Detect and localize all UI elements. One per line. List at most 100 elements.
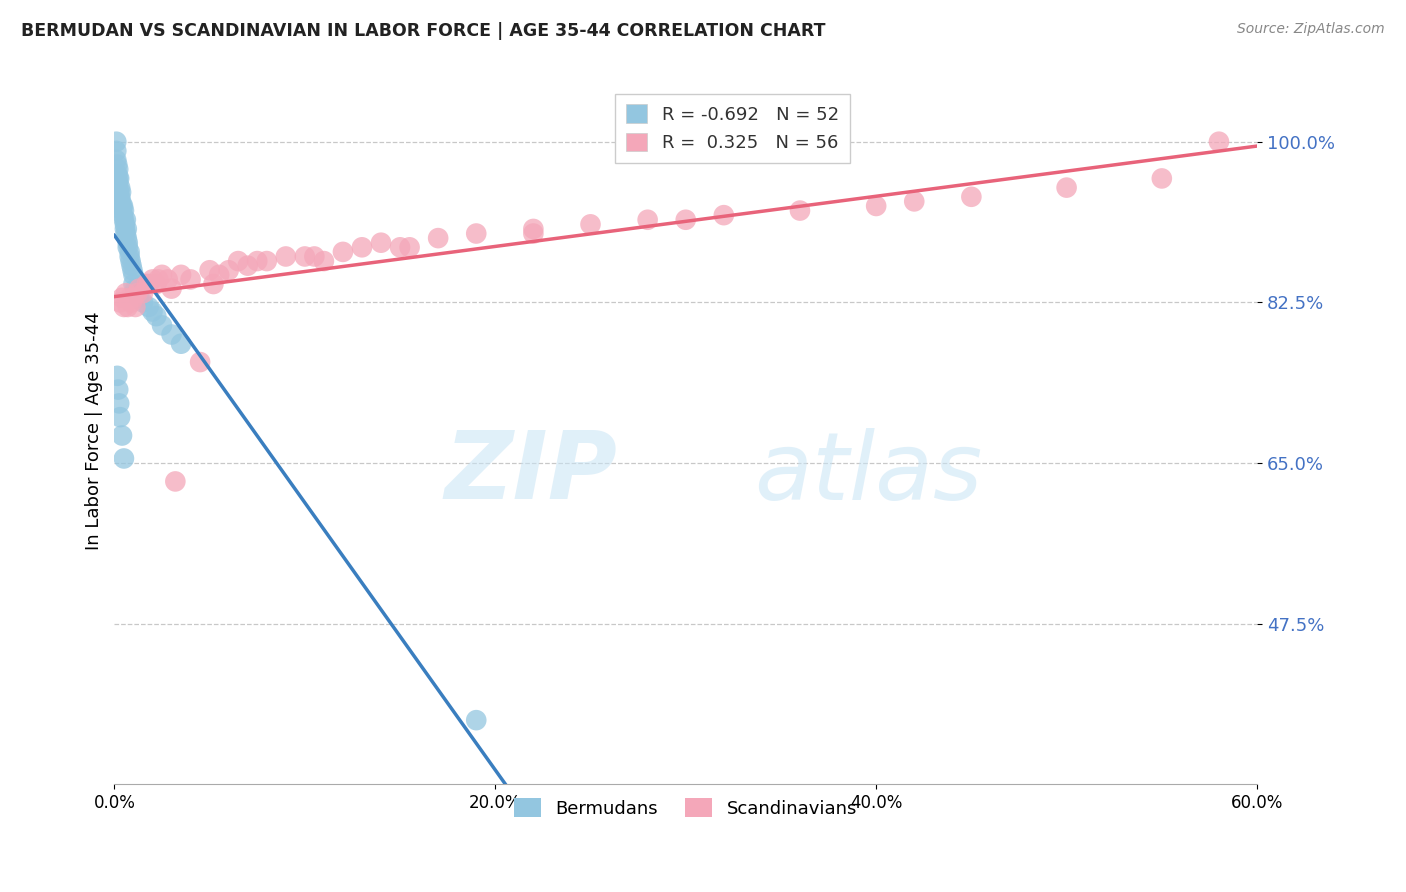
Point <box>160 327 183 342</box>
Point <box>107 171 129 186</box>
Point <box>202 277 225 291</box>
Point <box>114 218 136 232</box>
Point <box>304 250 326 264</box>
Point <box>1208 135 1230 149</box>
Point <box>108 410 131 425</box>
Point <box>110 194 132 209</box>
Point <box>312 254 335 268</box>
Point <box>111 199 134 213</box>
Point <box>141 304 163 318</box>
Point <box>198 263 221 277</box>
Point <box>148 272 170 286</box>
Point <box>132 286 155 301</box>
Point <box>522 227 544 241</box>
Point <box>107 162 129 177</box>
Point <box>105 144 128 158</box>
Point <box>117 240 139 254</box>
Point <box>350 240 373 254</box>
Point <box>110 185 132 199</box>
Point <box>522 222 544 236</box>
Point <box>118 250 141 264</box>
Point <box>145 277 167 291</box>
Point <box>111 199 134 213</box>
Point <box>115 231 138 245</box>
Point <box>115 286 138 301</box>
Point <box>138 277 160 291</box>
Point <box>115 222 138 236</box>
Point <box>165 475 187 489</box>
Point <box>105 158 128 172</box>
Point <box>127 286 149 301</box>
Point <box>122 277 145 291</box>
Point <box>150 268 173 282</box>
Point <box>903 194 925 209</box>
Point <box>188 355 211 369</box>
Point <box>180 272 202 286</box>
Point <box>274 250 297 264</box>
Point <box>105 167 128 181</box>
Point <box>111 203 134 218</box>
Point <box>108 190 131 204</box>
Point <box>675 212 697 227</box>
Point <box>294 250 316 264</box>
Point <box>1056 180 1078 194</box>
Point <box>960 190 983 204</box>
Point <box>389 240 412 254</box>
Point <box>465 227 488 241</box>
Point <box>160 282 183 296</box>
Point <box>637 212 659 227</box>
Point <box>122 291 145 305</box>
Point <box>105 135 128 149</box>
Point <box>111 208 134 222</box>
Point <box>128 282 150 296</box>
Point <box>141 272 163 286</box>
Point <box>226 254 249 268</box>
Point <box>465 713 488 727</box>
Point <box>132 295 155 310</box>
Point <box>122 268 145 282</box>
Point <box>121 295 143 310</box>
Text: atlas: atlas <box>754 428 983 519</box>
Point <box>112 212 135 227</box>
Point <box>246 254 269 268</box>
Point <box>579 218 602 232</box>
Point <box>121 263 143 277</box>
Point <box>108 185 131 199</box>
Point <box>121 259 143 273</box>
Point <box>105 368 128 383</box>
Point <box>117 300 139 314</box>
Y-axis label: In Labor Force | Age 35-44: In Labor Force | Age 35-44 <box>86 311 103 550</box>
Point <box>108 295 131 310</box>
Point <box>156 272 179 286</box>
Point <box>398 240 420 254</box>
Point <box>236 259 259 273</box>
Point <box>124 300 146 314</box>
Point <box>108 396 131 410</box>
Point <box>120 254 142 268</box>
Point <box>114 222 136 236</box>
Point <box>117 235 139 250</box>
Text: Source: ZipAtlas.com: Source: ZipAtlas.com <box>1237 22 1385 37</box>
Point <box>115 227 138 241</box>
Text: ZIP: ZIP <box>444 427 617 519</box>
Point <box>713 208 735 222</box>
Point <box>111 428 134 442</box>
Point <box>427 231 450 245</box>
Point <box>218 263 240 277</box>
Point <box>108 180 131 194</box>
Point <box>1150 171 1173 186</box>
Point <box>256 254 278 268</box>
Point <box>124 282 146 296</box>
Legend: Bermudans, Scandinavians: Bermudans, Scandinavians <box>508 791 865 825</box>
Point <box>370 235 392 250</box>
Point <box>112 300 135 314</box>
Point <box>150 318 173 333</box>
Point <box>138 300 160 314</box>
Point <box>115 212 138 227</box>
Point <box>111 291 134 305</box>
Point <box>127 286 149 301</box>
Point <box>108 171 131 186</box>
Text: BERMUDAN VS SCANDINAVIAN IN LABOR FORCE | AGE 35-44 CORRELATION CHART: BERMUDAN VS SCANDINAVIAN IN LABOR FORCE … <box>21 22 825 40</box>
Point <box>105 153 128 167</box>
Point <box>112 203 135 218</box>
